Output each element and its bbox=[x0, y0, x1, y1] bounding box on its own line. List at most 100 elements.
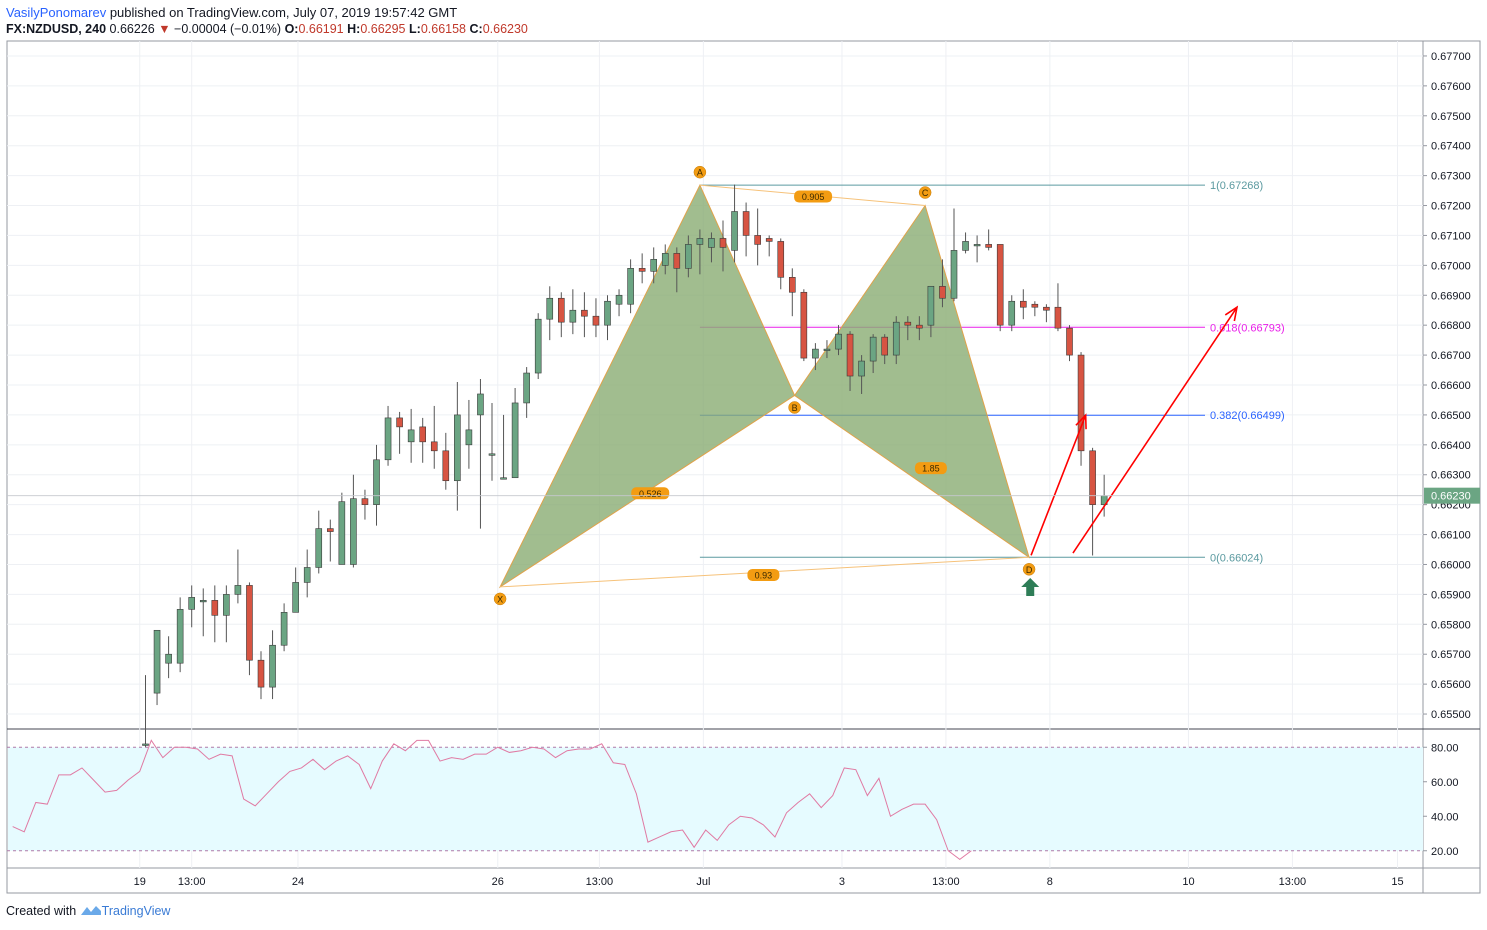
low-label: L: bbox=[409, 22, 421, 36]
candle-body bbox=[199, 600, 207, 603]
time-tick-label: 8 bbox=[1047, 876, 1053, 888]
tradingview-logo-icon[interactable] bbox=[80, 904, 102, 918]
candle-body bbox=[916, 324, 923, 329]
candle-body bbox=[881, 336, 889, 356]
candle bbox=[881, 334, 889, 365]
candle-body bbox=[442, 450, 450, 482]
author-link[interactable]: VasilyPonomarev bbox=[6, 5, 107, 20]
fib-level-label: 1(0.67268) bbox=[1210, 180, 1263, 192]
pattern-point-marker bbox=[493, 592, 507, 606]
candle-body bbox=[188, 597, 195, 610]
candle-body bbox=[511, 402, 519, 479]
candle bbox=[661, 244, 669, 275]
pattern-bcd-triangle bbox=[793, 204, 1030, 559]
candle-body bbox=[246, 585, 253, 661]
candle bbox=[788, 268, 796, 317]
candle bbox=[708, 232, 715, 263]
chart-frame bbox=[6, 40, 1481, 894]
candle bbox=[812, 343, 819, 371]
open-label: O: bbox=[284, 22, 299, 36]
pattern-ratio-badge bbox=[747, 568, 780, 581]
pattern-point-marker bbox=[788, 401, 801, 414]
candle bbox=[754, 208, 761, 266]
time-tick-label: 13:00 bbox=[178, 876, 206, 888]
candle bbox=[1043, 304, 1050, 323]
candle bbox=[1019, 289, 1027, 320]
publish-line: VasilyPonomarev published on TradingView… bbox=[6, 5, 457, 20]
change-value: −0.00004 (−0.01%) bbox=[174, 22, 282, 36]
price-tick-label: 0.66900 bbox=[1431, 290, 1471, 302]
candle-body bbox=[280, 612, 288, 646]
created-with-label: Created with bbox=[6, 904, 77, 918]
candle-body bbox=[350, 498, 357, 565]
candle bbox=[1077, 352, 1085, 466]
candle-body bbox=[211, 600, 219, 616]
candle bbox=[604, 295, 611, 341]
tradingview-link[interactable]: TradingView bbox=[101, 904, 171, 918]
candle-body bbox=[719, 238, 727, 248]
price-tick-label: 0.66800 bbox=[1431, 320, 1471, 332]
candle-body bbox=[1077, 354, 1085, 452]
candle-body bbox=[696, 238, 704, 245]
candle-body bbox=[1019, 300, 1027, 308]
rsi-tick-label: 40.00 bbox=[1431, 811, 1459, 823]
price-tick-label: 0.67100 bbox=[1431, 230, 1471, 242]
candle bbox=[719, 220, 727, 272]
candle-body bbox=[500, 477, 507, 480]
candle bbox=[627, 259, 634, 314]
candle-body bbox=[153, 629, 161, 694]
candle-body bbox=[812, 348, 819, 359]
candle bbox=[361, 489, 369, 520]
candle bbox=[384, 405, 392, 466]
candle bbox=[823, 340, 831, 359]
price-tick-label: 0.66500 bbox=[1431, 410, 1471, 422]
candle-body bbox=[962, 241, 969, 251]
price-tick-label: 0.66100 bbox=[1431, 530, 1471, 542]
candle-body bbox=[777, 241, 785, 278]
candle bbox=[176, 597, 184, 673]
candle bbox=[742, 202, 750, 257]
candle-body bbox=[303, 567, 311, 583]
candle bbox=[223, 585, 230, 643]
candle-body bbox=[165, 653, 172, 664]
candle bbox=[673, 247, 681, 293]
candle bbox=[280, 603, 288, 652]
rsi-tick-label: 60.00 bbox=[1431, 777, 1459, 789]
pattern-point-label: D bbox=[1026, 565, 1033, 575]
candle bbox=[869, 334, 877, 374]
rsi-tick-label: 80.00 bbox=[1431, 742, 1459, 754]
time-tick-label: 24 bbox=[292, 876, 304, 888]
pattern-ratio-label: 0.905 bbox=[802, 192, 825, 202]
fib-level-label: 0(0.66024) bbox=[1210, 552, 1263, 564]
price-tick-label: 0.66700 bbox=[1431, 350, 1471, 362]
candle-body bbox=[673, 253, 681, 269]
projection-arrow-382 bbox=[1030, 414, 1087, 556]
candle bbox=[419, 417, 427, 463]
candle-body bbox=[638, 268, 646, 272]
candle-body bbox=[384, 417, 392, 461]
pattern-xab-triangle bbox=[498, 184, 796, 589]
candle bbox=[846, 331, 854, 391]
rsi-line bbox=[12, 739, 972, 860]
candle bbox=[500, 414, 507, 480]
candle bbox=[581, 292, 588, 338]
candle-body bbox=[534, 318, 542, 374]
candle bbox=[511, 387, 519, 479]
candle bbox=[731, 184, 738, 263]
pattern-point-label: A bbox=[697, 168, 703, 178]
price-tick-label: 0.65800 bbox=[1431, 619, 1471, 631]
candle bbox=[523, 367, 530, 418]
candle bbox=[442, 432, 450, 490]
time-tick-label: 26 bbox=[492, 876, 504, 888]
candle bbox=[939, 259, 946, 308]
candle bbox=[326, 519, 334, 562]
candle-body bbox=[1089, 450, 1096, 505]
candle bbox=[858, 355, 865, 394]
candle bbox=[142, 675, 149, 750]
fib-level-label: 0.382(0.66499) bbox=[1210, 410, 1285, 422]
candle bbox=[315, 510, 323, 574]
price-tick-label: 0.65600 bbox=[1431, 679, 1471, 691]
candle bbox=[592, 298, 600, 338]
price-tick-label: 0.67700 bbox=[1431, 51, 1471, 63]
